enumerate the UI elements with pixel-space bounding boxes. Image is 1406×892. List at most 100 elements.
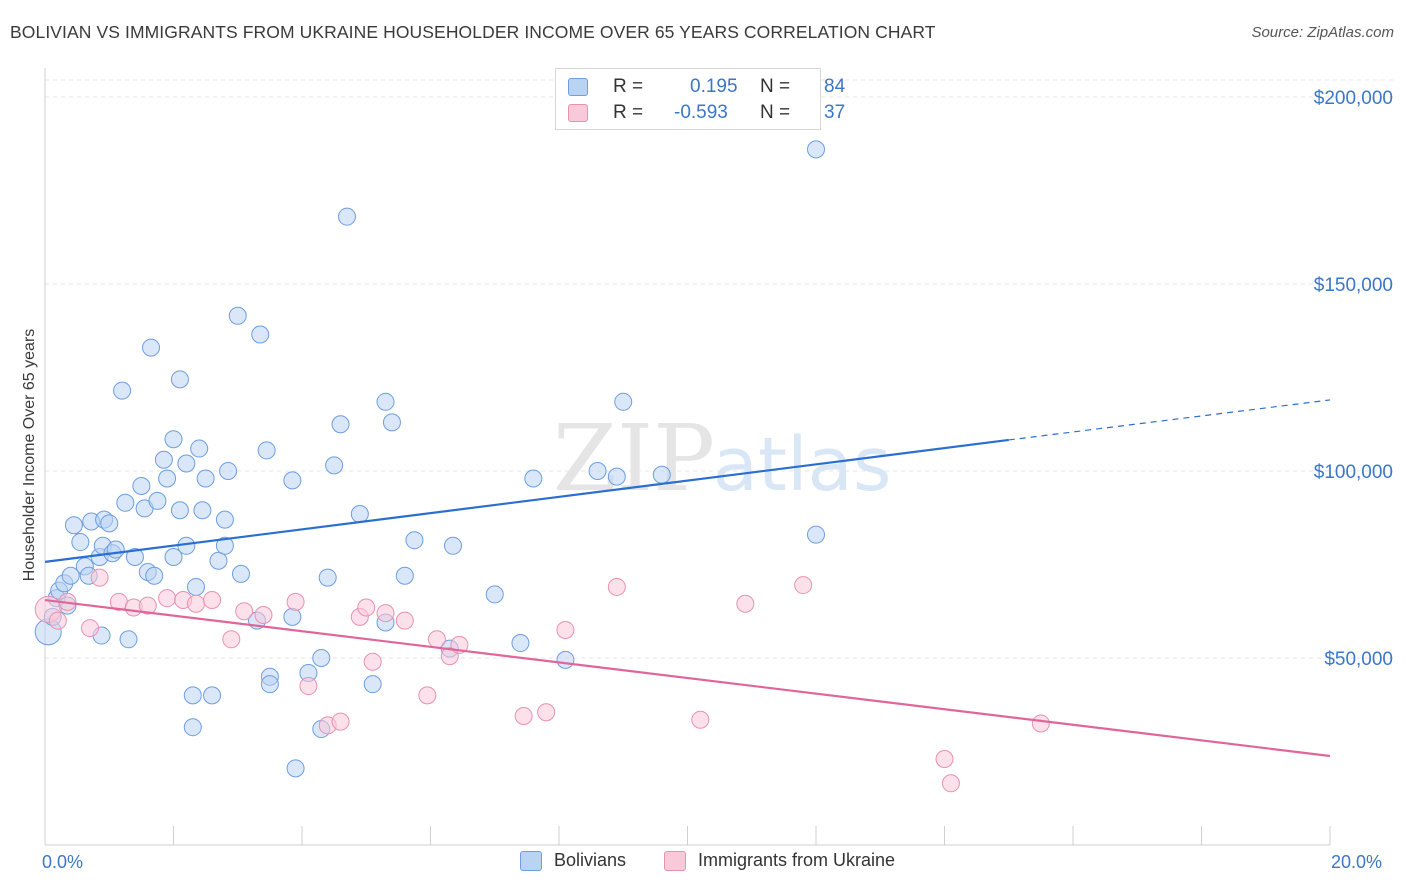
data-point [337,207,356,226]
watermark: ZIP atlas [553,405,892,512]
legend-item-bolivians[interactable]: Bolivians [520,850,626,871]
r-label: R = [613,76,644,97]
trend-lines [44,399,1331,758]
data-point [251,325,270,344]
data-point [350,505,369,524]
data-point [614,392,633,411]
data-point [511,634,530,653]
stats-legend: R = 0.195 N = 84 R = -0.593 N = 37 [555,68,845,130]
data-point [48,611,67,630]
data-point [177,454,196,473]
data-point [556,620,575,639]
data-point [145,566,164,585]
n-value: 37 [824,102,846,123]
y-tick-labels: $50,000 $100,000 $150,000 $200,000 [1314,88,1393,670]
data-point [537,703,556,722]
data-point [119,630,138,649]
source-label: Source: ZipAtlas.com [1251,24,1394,41]
data-point [405,531,424,550]
data-point [382,413,401,432]
legend-swatch-ukraine [664,850,686,871]
data-point [64,516,83,535]
n-label: N = [760,102,791,123]
y-tick-label: $50,000 [1324,649,1393,670]
data-point [80,619,99,638]
data-point [190,439,209,458]
data-point [209,551,228,570]
data-point [395,611,414,630]
chart-title: BOLIVIAN VS IMMIGRANTS FROM UKRAINE HOUS… [10,22,936,42]
data-point [514,706,533,725]
data-point [164,548,183,567]
data-point [941,774,960,793]
data-point [299,677,318,696]
data-point [183,718,202,737]
data-point [395,566,414,585]
data-point [113,381,132,400]
data-point [186,594,205,613]
data-point [312,649,331,667]
data-point [652,465,671,484]
data-point [203,591,222,610]
bottom-legend: Bolivians Immigrants from Ukraine [0,850,1406,878]
data-point [283,607,302,626]
data-point [318,568,337,587]
axes [44,68,1331,846]
data-point [71,533,90,552]
data-point [418,686,437,705]
data-point [254,605,273,624]
data-point [170,370,189,389]
y-tick-label: $150,000 [1314,275,1393,296]
data-point [357,598,376,617]
data-point [132,476,151,495]
data-point [607,467,626,486]
ukraine-swatch [568,104,588,122]
r-value: 0.195 [690,76,738,97]
series-ukraine [34,568,1050,793]
data-point [286,759,305,778]
data-point [363,675,382,694]
trend-line-bolivians [44,438,1009,563]
y-axis-title: Householder Income Over 65 years [21,328,38,582]
data-point [807,140,825,159]
data-point [235,602,254,621]
watermark-atlas: atlas [713,422,892,508]
legend-label-bolivians: Bolivians [554,850,627,870]
data-point [228,306,247,325]
data-point [196,469,215,488]
r-label: R = [613,102,644,123]
trend-line-bolivians-extension [1008,399,1331,441]
data-point [736,594,755,613]
data-point [219,462,238,480]
data-point [485,585,504,604]
data-point [186,577,205,596]
data-point [331,415,350,434]
data-point [148,491,167,510]
data-point [331,712,350,731]
bolivians-swatch [568,78,588,96]
data-point [158,589,177,608]
n-label: N = [760,76,791,97]
data-point [138,596,157,615]
legend-item-ukraine[interactable]: Immigrants from Ukraine [664,850,895,871]
data-point [588,462,607,480]
watermark-zip: ZIP [553,405,715,512]
data-point [257,441,276,460]
x-tick-label-max: 20.0% [1331,852,1383,872]
legend-label-ukraine: Immigrants from Ukraine [698,850,896,870]
data-point [260,675,279,694]
data-point [215,536,234,555]
data-point [443,536,462,555]
data-point [61,566,80,585]
data-point [376,392,395,411]
data-point [286,592,305,611]
data-point [164,430,183,449]
data-point [607,577,626,596]
data-point [215,510,234,529]
data-point [376,604,395,623]
data-point [106,540,125,559]
data-point [691,710,710,729]
data-point [154,450,173,469]
data-point [158,469,177,488]
